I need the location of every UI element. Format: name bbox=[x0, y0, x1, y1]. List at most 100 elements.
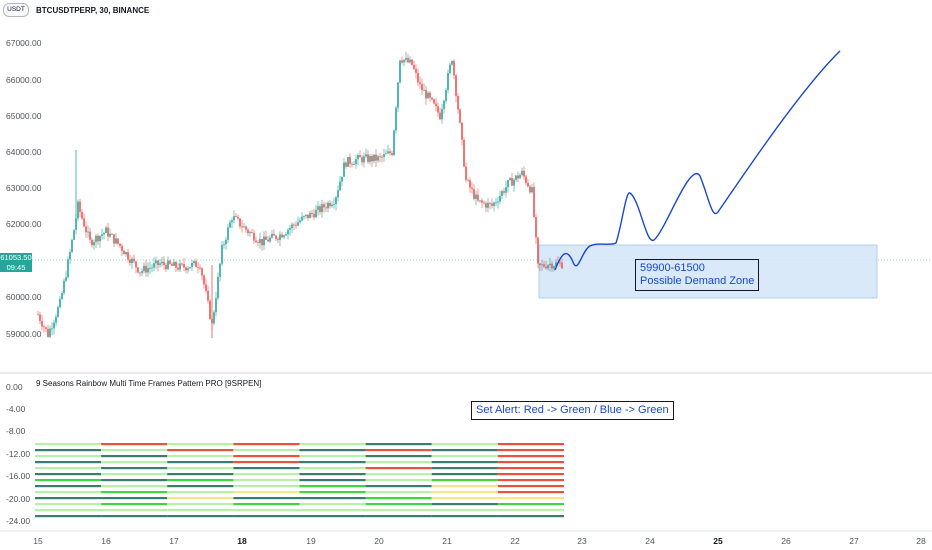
indicator-stripe bbox=[497, 479, 564, 482]
candle-body bbox=[337, 190, 339, 198]
indicator-stripe bbox=[299, 443, 366, 446]
candle-body bbox=[101, 234, 103, 236]
price-tick-label: 64000.00 bbox=[6, 147, 42, 157]
candle-body bbox=[205, 284, 207, 291]
candle-body bbox=[381, 156, 383, 158]
candle-body bbox=[439, 112, 441, 120]
candle-body bbox=[193, 261, 195, 263]
candle-body bbox=[125, 252, 127, 255]
candle-body bbox=[81, 211, 83, 219]
indicator-tick-label: -4.00 bbox=[6, 404, 26, 414]
bar-countdown: 09:45 bbox=[6, 262, 26, 272]
demand-zone-label[interactable]: 59900-61500 Possible Demand Zone bbox=[635, 259, 760, 291]
indicator-title[interactable]: 9 Seasons Rainbow Multi Time Frames Patt… bbox=[36, 379, 262, 388]
indicator-stripe bbox=[233, 467, 300, 470]
indicator-stripe bbox=[35, 449, 102, 452]
candle-body bbox=[129, 259, 131, 264]
candle-body bbox=[331, 204, 333, 207]
candle-body bbox=[191, 262, 193, 268]
candle-body bbox=[195, 261, 197, 268]
candle-body bbox=[93, 242, 95, 246]
candle-body bbox=[215, 298, 217, 313]
indicator-stripe bbox=[233, 449, 300, 452]
candle-body bbox=[107, 227, 109, 237]
candle-body bbox=[473, 188, 475, 199]
candle-body bbox=[525, 176, 527, 184]
candle-body bbox=[363, 156, 365, 163]
indicator-stripe bbox=[35, 491, 102, 494]
candle-body bbox=[313, 213, 315, 218]
candle-body bbox=[559, 262, 561, 264]
indicator-stripe bbox=[35, 479, 102, 482]
candle-body bbox=[245, 226, 247, 230]
candle-body bbox=[297, 222, 299, 226]
candle-body bbox=[539, 263, 541, 266]
candle-body bbox=[219, 263, 221, 278]
candle-body bbox=[359, 155, 361, 158]
candle-body bbox=[73, 229, 75, 240]
candle-body bbox=[235, 216, 237, 217]
candle-body bbox=[71, 239, 73, 252]
price-tick-label: 59000.00 bbox=[6, 329, 42, 339]
indicator-stripe bbox=[233, 515, 300, 518]
indicator-tick-label: -24.00 bbox=[6, 516, 31, 526]
candle-body bbox=[311, 212, 313, 214]
candle-body bbox=[249, 232, 251, 234]
candle-body bbox=[87, 231, 89, 233]
candle-body bbox=[319, 206, 321, 213]
candle-body bbox=[353, 164, 355, 165]
candle-body bbox=[247, 229, 249, 234]
indicator-tick-label: 0.00 bbox=[6, 382, 23, 392]
indicator-stripe bbox=[431, 479, 498, 482]
candle-body bbox=[53, 322, 55, 329]
candle-body bbox=[459, 109, 461, 123]
candle-body bbox=[553, 266, 555, 269]
indicator-tick-label: -16.00 bbox=[6, 471, 31, 481]
candle-body bbox=[367, 154, 369, 162]
indicator-stripe bbox=[101, 473, 168, 476]
indicator-stripe bbox=[233, 497, 300, 500]
indicator-stripe bbox=[167, 479, 234, 482]
candle-body bbox=[157, 260, 159, 266]
candle-body bbox=[503, 191, 505, 193]
alert-note-label[interactable]: Set Alert: Red -> Green / Blue -> Green bbox=[471, 401, 674, 420]
indicator-stripe bbox=[101, 515, 168, 518]
indicator-stripe bbox=[101, 449, 168, 452]
candle-body bbox=[113, 234, 115, 244]
candle-body bbox=[341, 176, 343, 182]
candle-body bbox=[143, 265, 145, 271]
indicator-stripe bbox=[167, 467, 234, 470]
candle-body bbox=[179, 263, 181, 270]
indicator-stripe bbox=[497, 461, 564, 464]
candle-body bbox=[401, 60, 403, 63]
candle-body bbox=[495, 202, 497, 204]
candle-body bbox=[429, 92, 431, 98]
indicator-stripe bbox=[299, 485, 366, 488]
candle-body bbox=[457, 95, 459, 110]
candle-body bbox=[185, 267, 187, 271]
candle-body bbox=[43, 326, 45, 328]
candle-body bbox=[417, 72, 419, 83]
candle-body bbox=[521, 170, 523, 175]
candle-body bbox=[443, 100, 445, 110]
candle-body bbox=[343, 162, 345, 177]
candle-body bbox=[391, 153, 393, 155]
indicator-stripe bbox=[167, 491, 234, 494]
candle-body bbox=[447, 73, 449, 91]
candle-body bbox=[187, 268, 189, 271]
candle-body bbox=[445, 90, 447, 101]
indicator-stripe bbox=[167, 485, 234, 488]
indicator-stripe bbox=[497, 473, 564, 476]
candle-body bbox=[435, 103, 437, 107]
indicator-stripe bbox=[431, 497, 498, 500]
price-tick-label: 62000.00 bbox=[6, 219, 42, 229]
candle-body bbox=[233, 216, 235, 221]
candle-body bbox=[49, 328, 51, 337]
indicator-tick-label: -12.00 bbox=[6, 449, 31, 459]
symbol-title[interactable]: BTCUSDTPERP, 30, BINANCE bbox=[36, 6, 150, 15]
coin-badge: USDT bbox=[3, 3, 29, 17]
candle-body bbox=[145, 265, 147, 273]
indicator-stripe bbox=[101, 467, 168, 470]
candle-body bbox=[489, 202, 491, 204]
